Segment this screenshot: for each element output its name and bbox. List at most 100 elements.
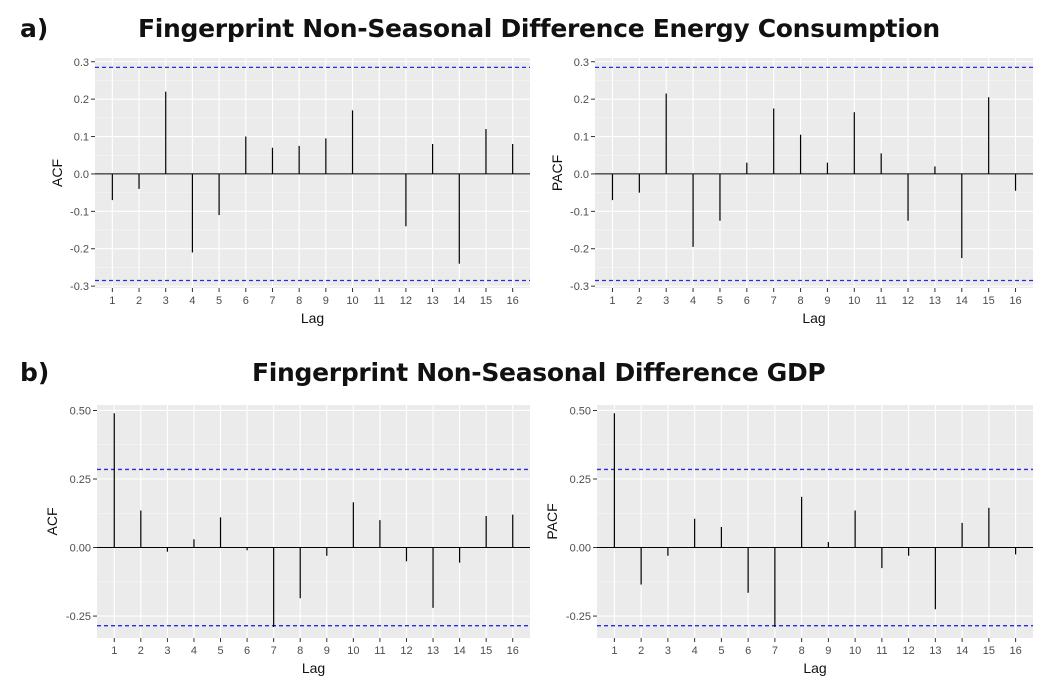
gdp-acf-chart: -0.250.000.250.501 2 3 4 5 6 7 8 9 10 11 12 13 14 15 16… [44,405,530,676]
x-tick-label: 5 [718,645,724,657]
x-tick-label: 4 [189,295,195,307]
x-tick-label: 1 [609,295,615,307]
x-tick-label: 3 [665,645,671,657]
y-tick-label: -0.3 [70,281,89,293]
x-tick-label: 7 [271,645,277,657]
y-axis-title: ACF [49,159,65,187]
gdp-pacf-chart: -0.250.000.250.501 2 3 4 5 6 7 8 9 10 11 12 13 14 15 16… [544,405,1033,676]
x-tick-label: 5 [717,295,723,307]
y-tick-label: -0.1 [570,206,589,218]
x-tick-label: 9 [324,645,330,657]
y-axis-title: PACF [549,155,565,191]
x-tick-label: 1 [111,645,117,657]
y-tick-label: 0.50 [70,405,91,417]
section-a-letter: a) [20,14,49,43]
x-tick-label: 8 [798,295,804,307]
section-b-letter: b) [20,358,50,387]
y-tick-label: 0.2 [74,94,89,106]
x-tick-label: 7 [269,295,275,307]
x-tick-label: 13 [426,295,438,307]
x-tick-label: 9 [825,645,831,657]
section-b-title: Fingerprint Non-Seasonal Difference GDP [252,358,826,387]
x-tick-label: 12 [902,645,914,657]
x-tick-label: 10 [346,295,358,307]
x-tick-label: 12 [902,295,914,307]
x-tick-label: 6 [744,295,750,307]
y-tick-label: 0.1 [574,132,589,144]
x-tick-label: 15 [480,295,492,307]
x-tick-label: 5 [216,295,222,307]
x-axis-title: Lag [301,310,324,326]
x-tick-label: 13 [929,645,941,657]
y-tick-label: 0.0 [74,169,89,181]
x-tick-label: 2 [636,295,642,307]
y-tick-label: 0.25 [570,474,591,486]
y-tick-label: 0.0 [574,169,589,181]
plot-background [595,58,1033,288]
plot-background [97,405,530,638]
x-tick-label: 1 [611,645,617,657]
y-tick-label: 0.3 [574,57,589,69]
x-tick-label: 9 [824,295,830,307]
x-tick-label: 4 [191,645,197,657]
y-tick-label: 0.3 [74,57,89,69]
x-tick-label: 11 [876,645,887,657]
x-tick-label: 14 [956,645,968,657]
x-tick-label: 3 [163,295,169,307]
x-tick-label: 7 [771,295,777,307]
x-tick-label: 13 [929,295,941,307]
x-tick-label: 11 [374,645,385,657]
plot-background [95,58,530,288]
x-tick-label: 6 [745,645,751,657]
y-tick-label: 0.00 [570,543,591,555]
x-tick-label: 6 [243,295,249,307]
x-tick-label: 12 [400,295,412,307]
x-tick-label: 16 [1009,645,1021,657]
x-tick-label: 10 [347,645,359,657]
x-tick-label: 2 [136,295,142,307]
x-tick-label: 14 [453,295,465,307]
y-tick-label: 0.2 [574,94,589,106]
x-tick-label: 2 [638,645,644,657]
y-tick-label: 0.00 [70,543,91,555]
plot-background [597,405,1033,638]
y-tick-label: 0.50 [570,405,591,417]
x-tick-label: 3 [663,295,669,307]
y-axis-title: ACF [44,508,60,536]
x-tick-label: 10 [849,645,861,657]
x-axis-title: Lag [302,660,325,676]
x-tick-label: 8 [799,645,805,657]
x-tick-label: 8 [297,645,303,657]
x-axis-title: Lag [802,310,825,326]
section-a-title: Fingerprint Non-Seasonal Difference Ener… [138,14,940,43]
x-tick-label: 6 [244,645,250,657]
y-axis-title: PACF [544,503,560,539]
x-tick-label: 15 [983,295,995,307]
y-tick-label: -0.25 [66,611,91,623]
x-tick-label: 16 [507,645,519,657]
x-tick-label: 15 [983,645,995,657]
y-tick-label: -0.2 [570,244,589,256]
y-tick-label: 0.1 [74,132,89,144]
x-tick-label: 13 [427,645,439,657]
x-tick-label: 16 [1009,295,1021,307]
energy-pacf-chart: -0.3-0.2-0.10.00.10.20.31 2 3 4 5 6 7 8 9 10 11 12 1… [549,57,1033,326]
x-tick-label: 1 [109,295,115,307]
x-tick-label: 4 [690,295,696,307]
x-tick-label: 3 [164,645,170,657]
x-tick-label: 15 [480,645,492,657]
x-tick-label: 10 [848,295,860,307]
x-tick-label: 2 [138,645,144,657]
y-tick-label: -0.2 [70,244,89,256]
energy-acf-chart: -0.3-0.2-0.10.00.10.20.31 2 3 4 5 6 7 8 9 10 11 12 1… [49,57,530,326]
x-tick-label: 14 [956,295,968,307]
y-tick-label: -0.1 [70,206,89,218]
x-tick-label: 11 [374,295,385,307]
x-tick-label: 11 [875,295,886,307]
y-tick-label: 0.25 [70,474,91,486]
y-tick-label: -0.3 [570,281,589,293]
x-axis-title: Lag [803,660,826,676]
y-tick-label: -0.25 [566,611,591,623]
x-tick-label: 9 [323,295,329,307]
x-tick-label: 16 [507,295,519,307]
